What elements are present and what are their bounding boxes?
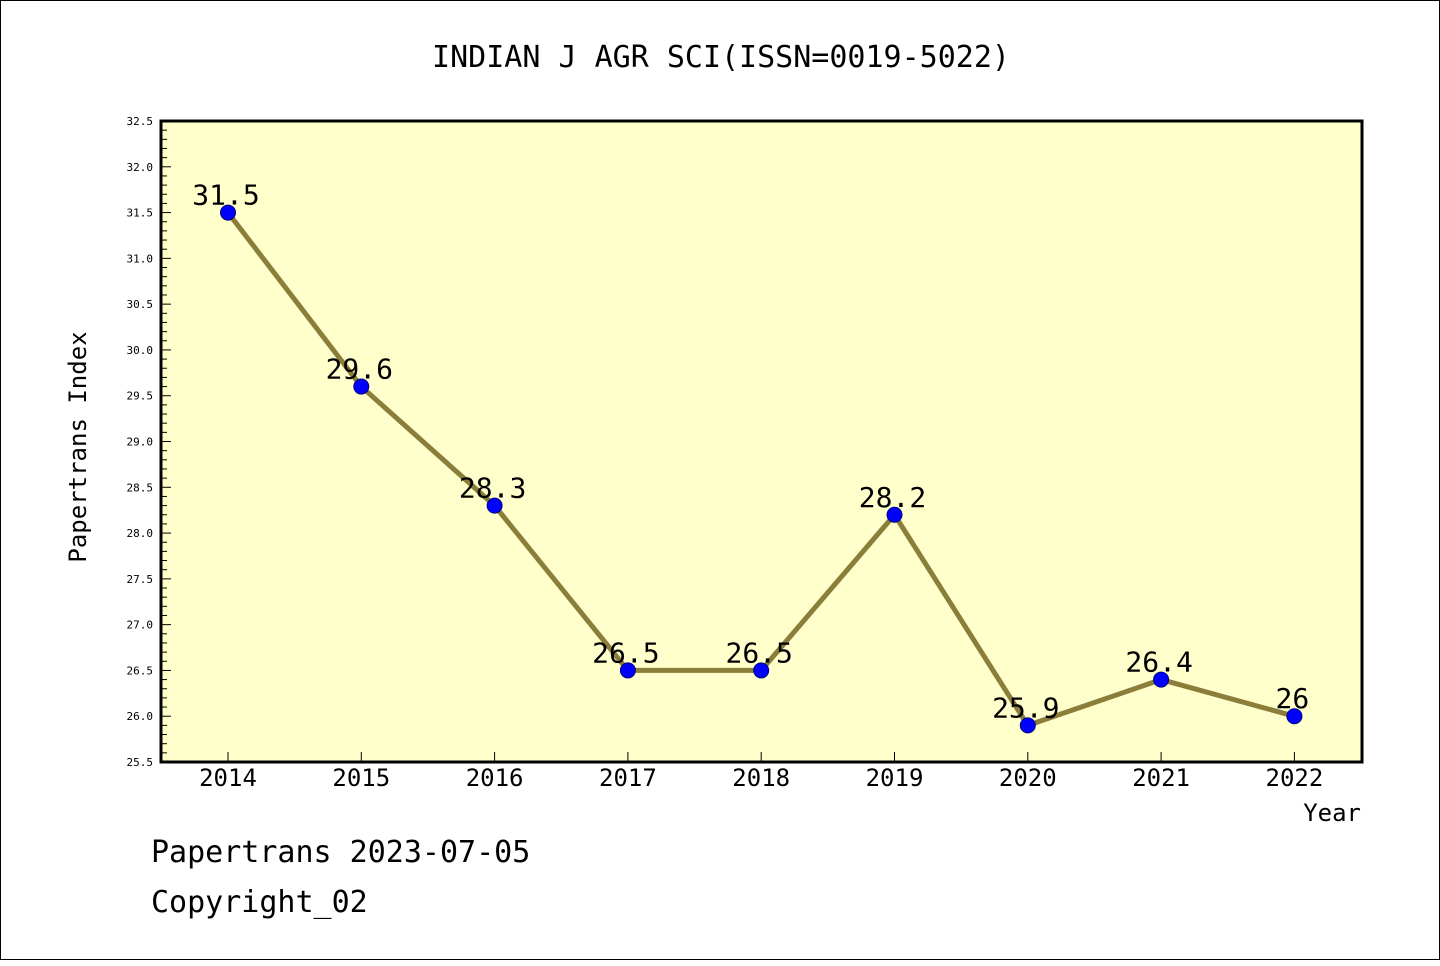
x-tick-label: 2020: [999, 764, 1057, 792]
y-tick-label: 31.5: [127, 207, 154, 220]
footer-date: Papertrans 2023-07-05: [151, 835, 531, 870]
data-point: [886, 506, 903, 523]
x-tick-label: 2014: [199, 764, 257, 792]
data-point: [1019, 717, 1036, 734]
y-tick-label: 27.0: [127, 619, 154, 632]
y-tick-label: 28.5: [127, 481, 154, 494]
data-label: 31.5: [192, 179, 259, 212]
x-axis-label: Year: [1303, 799, 1361, 827]
data-label: 26.5: [725, 636, 792, 669]
y-tick-label: 29.0: [127, 436, 154, 449]
y-tick-label: 28.0: [127, 527, 154, 540]
data-label: 26.5: [592, 636, 659, 669]
data-label: 29.6: [326, 353, 393, 386]
y-tick-label: 29.5: [127, 390, 154, 403]
plot-area: [159, 119, 1364, 764]
data-label: 26.4: [1125, 646, 1192, 679]
data-label: 28.3: [459, 472, 526, 505]
x-tick-label: 2021: [1132, 764, 1190, 792]
data-point: [753, 662, 770, 679]
x-tick-label: 2022: [1266, 764, 1324, 792]
data-label: 28.2: [859, 481, 926, 514]
data-point: [619, 662, 636, 679]
data-point: [1153, 671, 1170, 688]
data-label: 25.9: [992, 691, 1059, 724]
data-point: [486, 497, 503, 514]
y-tick-label: 30.5: [127, 298, 154, 311]
x-tick-label: 2015: [332, 764, 390, 792]
y-tick-label: 32.5: [127, 115, 154, 128]
data-point: [1286, 708, 1303, 725]
footer-copyright: Copyright_02: [151, 885, 368, 920]
x-axis: 2014 2015 2016 2017 2018 2019 2020 2021 2022: [199, 752, 1323, 792]
series-layer: 31.5 29.6 28.3 26.5 26.5 28.2 25.9 26.4 26: [192, 179, 1310, 734]
x-tick-label: 2019: [866, 764, 924, 792]
y-tick-label: 27.5: [127, 573, 154, 586]
data-point: [353, 378, 370, 395]
y-tick-label: 32.0: [127, 161, 154, 174]
y-axis-label: Papertrans Index: [64, 331, 92, 562]
x-tick-label: 2016: [466, 764, 524, 792]
y-tick-label: 25.5: [127, 756, 154, 769]
y-tick-label: 26.5: [127, 664, 154, 677]
data-label: 26: [1276, 682, 1310, 715]
y-tick-label: 26.0: [127, 710, 154, 723]
y-tick-label: 31.0: [127, 252, 154, 265]
x-tick-label: 2018: [732, 764, 790, 792]
y-axis: 25.5 26.0 26.5 27.0 27.5 28.0 28.5 29.0 29.5 30.0…: [127, 115, 171, 769]
data-point: [220, 204, 236, 221]
chart-title: INDIAN J AGR SCI(ISSN=0019-5022): [432, 40, 1010, 75]
y-tick-label: 30.0: [127, 344, 154, 357]
x-tick-label: 2017: [599, 764, 657, 792]
